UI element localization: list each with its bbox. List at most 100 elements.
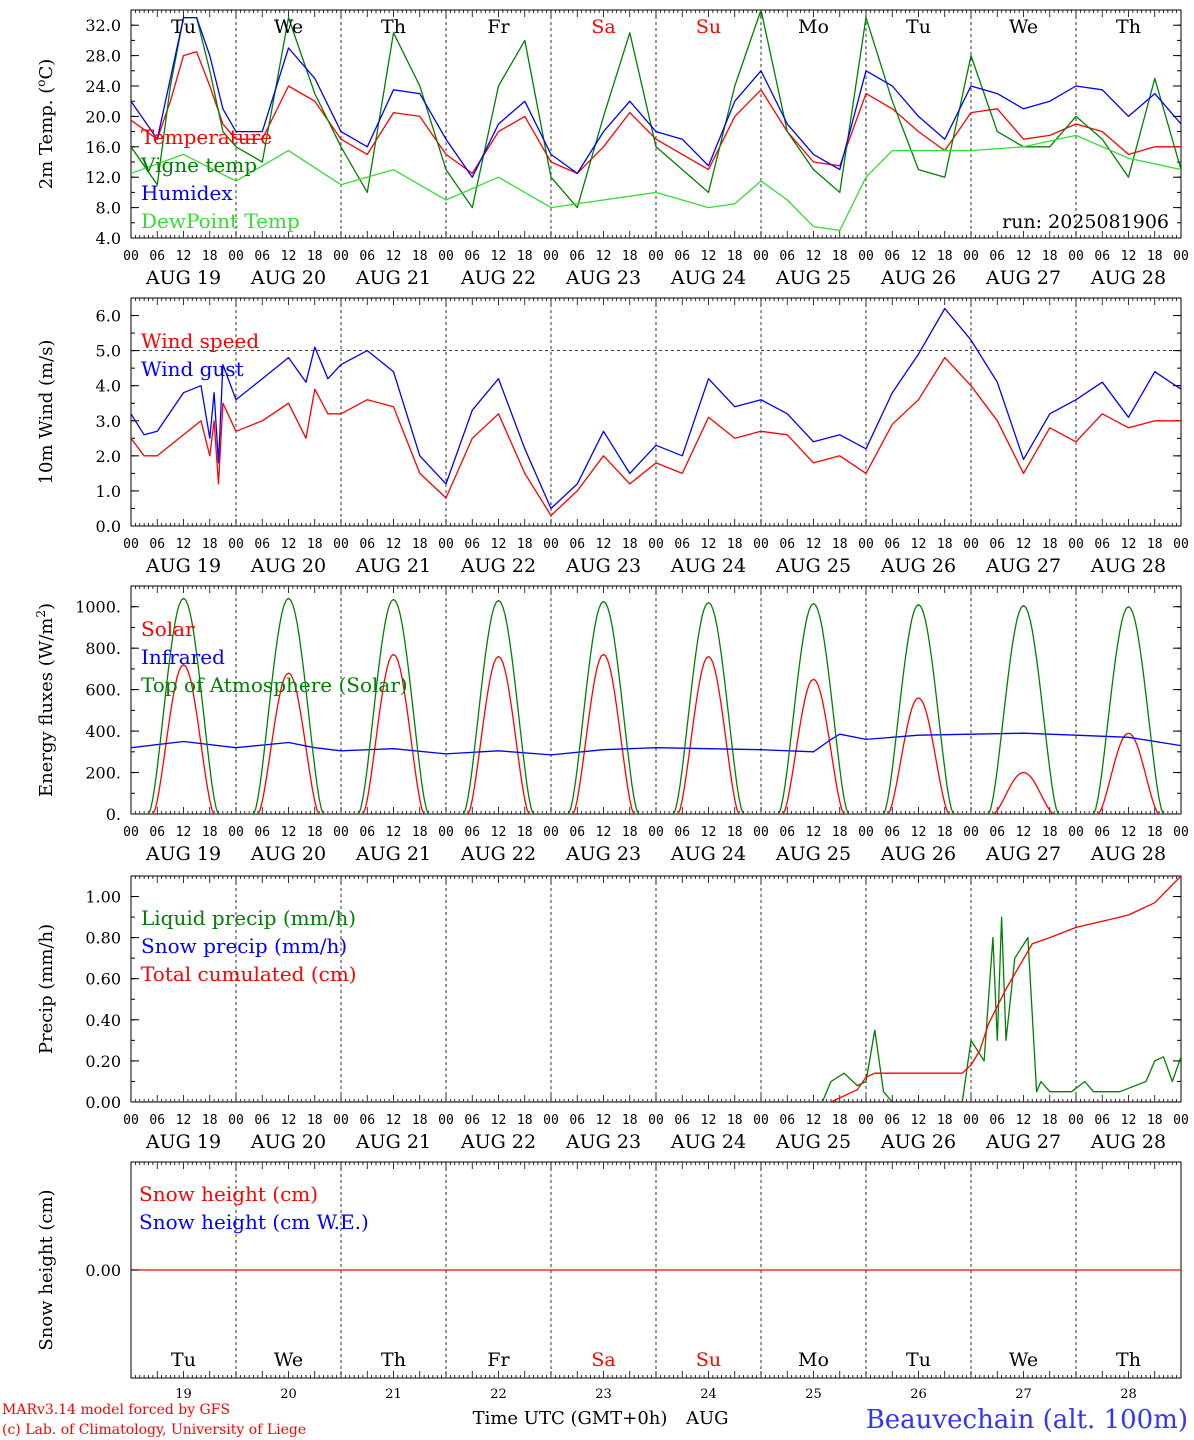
date-label: AUG 19 [145,267,221,289]
hour-tick-label: 06 [989,825,1005,840]
series-line [131,16,1181,178]
hour-tick-label: 06 [884,249,900,264]
weekday-label: Sa [591,1349,615,1371]
y-tick-label: 1.00 [85,888,121,907]
hour-tick-label: 12 [176,249,192,264]
hour-tick-label: 18 [937,825,953,840]
hour-tick-label: 00 [228,537,244,552]
hour-tick-label: 12 [176,537,192,552]
date-label: AUG 21 [355,555,431,577]
hour-tick-label: 12 [386,249,402,264]
date-label: AUG 20 [250,555,326,577]
hour-tick-label: 00 [228,825,244,840]
hour-tick-label: 18 [1042,825,1058,840]
y-axis-label: 10m Wind (m/s) [36,340,57,485]
hour-tick-label: 12 [1016,249,1032,264]
hour-tick-label: 06 [254,1113,270,1128]
date-label: AUG 26 [880,555,956,577]
hour-tick-label: 12 [911,825,927,840]
hour-tick-label: 06 [674,1113,690,1128]
hour-tick-label: 12 [281,1113,297,1128]
hour-tick-label: 06 [464,249,480,264]
hour-tick-label: 00 [333,249,349,264]
hour-tick-label: 00 [543,249,559,264]
hour-tick-label: 06 [359,249,375,264]
date-label: AUG 23 [565,843,641,865]
panel-4: 0.00 0.20 0.40 0.60 0.80 1.00 Precip (mm/h) Liq… [36,875,1189,1153]
hour-tick-label: 18 [727,825,743,840]
hour-tick-label: 12 [1121,537,1137,552]
y-tick-label: 0.20 [85,1052,121,1071]
hour-tick-label: 00 [963,537,979,552]
hour-tick-label: 12 [281,249,297,264]
series-line [131,916,1181,1102]
time-axis-label: Time UTC (GMT+0h) [473,1408,668,1429]
legend-entry: Humidex [141,181,233,205]
hour-tick-label: 18 [1147,1113,1163,1128]
hour-tick-label: 06 [989,249,1005,264]
hour-tick-label: 06 [779,1113,795,1128]
hour-tick-label: 00 [228,1113,244,1128]
hour-tick-label: 06 [569,1113,585,1128]
y-axis-label: Precip (mm/h) [36,924,57,1054]
hour-tick-label: 00 [963,1113,979,1128]
y-tick-label: 12.0 [85,168,121,187]
hour-tick-label: 18 [937,249,953,264]
hour-tick-label: 12 [491,825,507,840]
hour-tick-label: 06 [674,537,690,552]
date-label: AUG 24 [670,555,746,577]
legend-entry: DewPoint Temp [141,209,300,233]
hour-tick-label: 12 [911,1113,927,1128]
hour-tick-label: 00 [753,1113,769,1128]
weekday-label: We [1009,16,1038,38]
day-number-label: 26 [910,1387,927,1402]
date-label: AUG 22 [460,1131,536,1153]
hour-tick-label: 18 [832,825,848,840]
hour-tick-label: 06 [359,1113,375,1128]
date-label: AUG 28 [1090,843,1166,865]
day-number-label: 24 [700,1387,717,1402]
y-tick-label: 1000. [75,598,121,617]
weekday-label: Mo [798,16,829,38]
weekday-label: Fr [487,1349,510,1371]
hour-tick-label: 06 [464,537,480,552]
hour-tick-label: 18 [517,249,533,264]
y-axis-label: Energy fluxes (W/m2) [34,603,57,797]
weekday-label: Su [696,1349,721,1371]
weekday-label: Su [696,16,721,38]
date-label: AUG 22 [460,555,536,577]
hour-tick-label: 18 [1147,537,1163,552]
hour-tick-label: 06 [1094,249,1110,264]
legend-entry: Infrared [141,645,225,669]
hour-tick-label: 00 [438,249,454,264]
hour-tick-label: 06 [884,537,900,552]
hour-tick-label: 06 [149,537,165,552]
hour-tick-label: 00 [648,825,664,840]
legend-entry: Wind gust [141,357,244,381]
date-label: AUG 19 [145,843,221,865]
weekday-label: Tu [171,16,196,38]
y-tick-label: 800. [85,639,121,658]
hour-tick-label: 12 [701,249,717,264]
hour-tick-label: 18 [727,1113,743,1128]
y-tick-label: 24.0 [85,77,121,96]
weekday-label: We [274,1349,303,1371]
run-label: run: 2025081906 [1002,211,1169,233]
hour-tick-label: 06 [254,537,270,552]
hour-tick-label: 00 [123,249,139,264]
hour-tick-label: 18 [307,537,323,552]
series-group [131,307,1181,517]
legend-entry: Temperature [141,125,272,149]
y-tick-label: 0.00 [85,1261,121,1280]
hour-tick-label: 00 [228,249,244,264]
hour-tick-label: 18 [622,1113,638,1128]
hour-tick-label: 00 [543,825,559,840]
hour-tick-label: 12 [386,825,402,840]
hour-tick-label: 06 [464,1113,480,1128]
hour-tick-label: 00 [1173,825,1189,840]
series-line [131,876,1181,1102]
hour-tick-label: 06 [989,537,1005,552]
hour-tick-label: 18 [622,249,638,264]
hour-tick-label: 18 [307,825,323,840]
